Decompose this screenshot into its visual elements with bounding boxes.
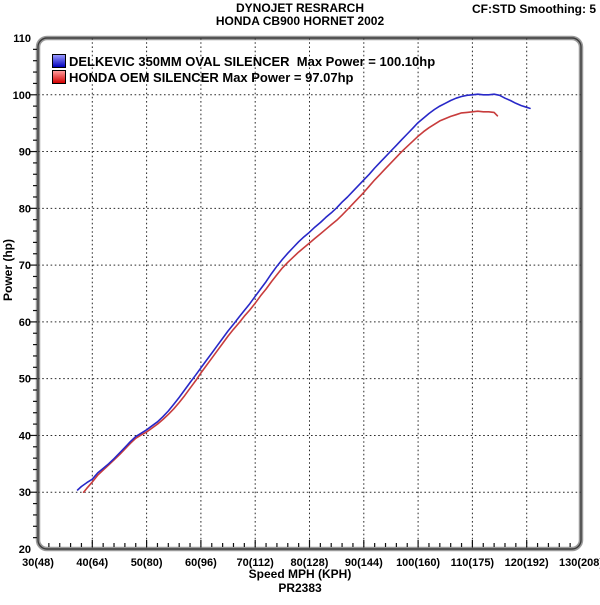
svg-text:130(208): 130(208) xyxy=(559,557,600,569)
svg-text:110: 110 xyxy=(13,33,31,45)
svg-text:80: 80 xyxy=(19,203,31,215)
delkevic-series-swatch xyxy=(52,54,66,68)
chart-title-line2: HONDA CB900 HORNET 2002 xyxy=(215,14,385,28)
svg-text:60(96): 60(96) xyxy=(185,557,217,569)
svg-text:110(175): 110(175) xyxy=(451,557,495,569)
y-axis-label: Power (hp) xyxy=(1,239,15,301)
legend-item-honda-oem: HONDA OEM SILENCER Max Power = 97.07hp xyxy=(52,69,435,85)
svg-text:50(80): 50(80) xyxy=(131,557,163,569)
svg-text:120(192): 120(192) xyxy=(505,557,549,569)
svg-text:50: 50 xyxy=(19,374,31,386)
svg-text:60: 60 xyxy=(19,317,31,329)
legend-item-delkevic: DELKEVIC 350MM OVAL SILENCER Max Power =… xyxy=(52,53,435,69)
svg-text:70: 70 xyxy=(19,260,31,272)
svg-text:70(112): 70(112) xyxy=(237,557,275,569)
x-axis-label: Speed MPH (KPH) xyxy=(248,567,352,581)
svg-text:20: 20 xyxy=(19,544,31,556)
svg-text:30(48): 30(48) xyxy=(22,557,54,569)
svg-text:90(144): 90(144) xyxy=(345,557,383,569)
honda-oem-series-swatch xyxy=(52,70,66,84)
svg-text:40: 40 xyxy=(19,430,31,442)
smoothing-setting: CF:STD Smoothing: 5 xyxy=(472,2,596,16)
svg-text:80(128): 80(128) xyxy=(291,557,329,569)
svg-text:40(64): 40(64) xyxy=(76,557,108,569)
svg-text:100: 100 xyxy=(13,90,31,102)
chart-title-line1: DYNOJET RESRARCH xyxy=(235,1,364,15)
legend: DELKEVIC 350MM OVAL SILENCER Max Power =… xyxy=(52,53,435,85)
run-id: PR2383 xyxy=(278,581,322,595)
svg-text:100(160): 100(160) xyxy=(396,557,440,569)
legend-item-label: DELKEVIC 350MM OVAL SILENCER Max Power =… xyxy=(69,53,436,69)
svg-text:30: 30 xyxy=(19,487,31,499)
svg-text:90: 90 xyxy=(19,147,31,159)
legend-item-label: HONDA OEM SILENCER Max Power = 97.07hp xyxy=(69,69,354,85)
